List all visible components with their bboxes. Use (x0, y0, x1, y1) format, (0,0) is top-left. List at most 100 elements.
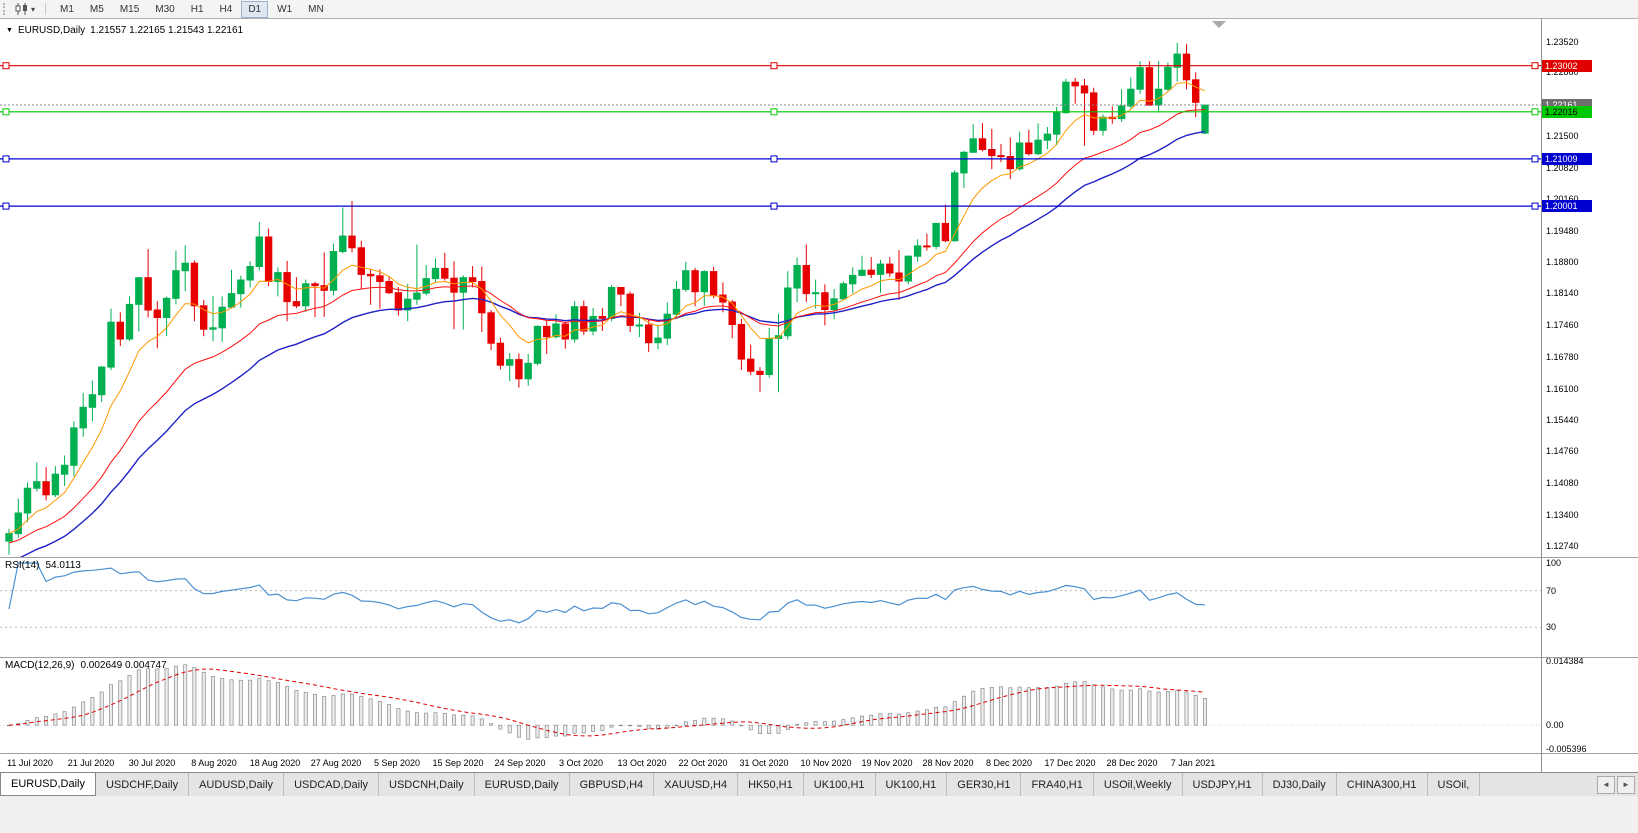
chart-region: ▼ EURUSD,Daily 1.21557 1.22165 1.21543 1… (0, 18, 1638, 774)
candlesticks (5, 42, 1209, 555)
chart-tab[interactable]: CHINA300,H1 (1336, 773, 1428, 796)
timeframe-button-M5[interactable]: M5 (89, 3, 104, 15)
hline-price-badge: 1.21009 (1542, 152, 1592, 165)
macd-panel[interactable]: MACD(12,26,9) 0.002649 0.004747 (0, 657, 1541, 753)
chart-tab[interactable]: FRA40,H1 (1021, 773, 1094, 796)
date-label: 7 Jan 2021 (1170, 758, 1216, 768)
price-tick-label: 1.15440 (1546, 414, 1579, 425)
price-tick-label: 1.13400 (1546, 509, 1579, 520)
horizontal-lines[interactable] (0, 62, 1541, 210)
chart-tab[interactable]: UK100,H1 (803, 773, 876, 796)
chart-tab[interactable]: EURUSD,Daily (0, 773, 96, 796)
toolbar-grip[interactable] (3, 3, 10, 15)
price-chart-panel[interactable]: ▼ EURUSD,Daily 1.21557 1.22165 1.21543 1… (0, 19, 1541, 557)
price-tick-label: 1.17460 (1546, 320, 1579, 330)
chart-tab[interactable]: XAUUSD,H4 (654, 773, 739, 796)
price-tick-label: 1.21500 (1546, 131, 1579, 141)
price-tick-label: 1.22860 (1546, 67, 1579, 78)
price-axis: 1.23520 1.22860 1.21500 1.20820 1.20160 1.194… (1541, 19, 1638, 773)
macd-values: 0.002649 0.004747 (80, 660, 167, 671)
price-tick-label: 1.12740 (1546, 540, 1579, 551)
rsi-label: RSI(14) 54.0113 (5, 560, 81, 571)
date-label: 27 Aug 2020 (310, 758, 362, 768)
price-tick-label: 1.19480 (1546, 225, 1579, 236)
timeframe-button-group: M1 M5 M15 M30 H1 H4 D1 W1 MN (52, 0, 332, 18)
rsi-panel[interactable]: RSI(14) 54.0113 (0, 557, 1541, 657)
date-label: 13 Oct 2020 (617, 758, 667, 768)
bottom-strip (0, 796, 1638, 833)
chart-title: ▼ EURUSD,Daily 1.21557 1.22165 1.21543 1… (6, 25, 243, 36)
hline-price-badge: 1.22016 (1542, 105, 1592, 118)
timeframe-button-M30[interactable]: M30 (155, 3, 175, 15)
rsi-value: 54.0113 (45, 560, 81, 571)
date-label: 28 Dec 2020 (1106, 758, 1158, 768)
date-label: 24 Sep 2020 (494, 758, 546, 768)
macd-signal-line (8, 668, 1206, 737)
timeframe-button-H4[interactable]: H4 (219, 3, 233, 15)
hline-price-badge: 1.23002 (1542, 59, 1592, 72)
chart-tab[interactable]: USDCAD,Daily (284, 773, 380, 796)
timeframe-button-W1[interactable]: W1 (277, 3, 293, 15)
timeframe-button-H1[interactable]: H1 (190, 3, 204, 15)
price-tick-label: 1.18140 (1546, 288, 1579, 299)
date-label: 17 Dec 2020 (1044, 758, 1096, 768)
tabs-scroll-left-button[interactable]: ◄ (1597, 775, 1615, 794)
date-label: 3 Oct 2020 (558, 758, 604, 768)
date-label: 5 Sep 2020 (373, 758, 421, 768)
price-tick-label: 1.20160 (1546, 193, 1579, 204)
chart-tab[interactable]: DJ30,Daily (1262, 773, 1337, 796)
timeframe-button-M15[interactable]: M15 (119, 3, 140, 15)
chart-tabbar: EURUSD,Daily USDCHF,Daily AUDUSD,Daily USDC… (0, 772, 1638, 796)
chart-tab[interactable]: USOil,Weekly (1093, 773, 1183, 796)
date-label: 30 Jul 2020 (128, 758, 176, 768)
macd-tick-label: 0.014384 (1546, 655, 1584, 666)
chart-tab[interactable]: USOil, (1427, 773, 1481, 796)
timeframe-button-MN[interactable]: MN (308, 3, 324, 15)
tabs-scroll-right-button[interactable]: ► (1617, 775, 1635, 794)
price-tick-label: 1.18800 (1546, 257, 1579, 268)
macd-tick-label: 0.00 (1546, 720, 1564, 731)
date-label: 10 Nov 2020 (800, 758, 852, 768)
hline-price-badge: 1.20001 (1542, 200, 1592, 213)
date-label: 31 Oct 2020 (739, 758, 789, 768)
tab-scroll-group: ◄ ► (1594, 773, 1638, 796)
chart-tab[interactable]: UK100,H1 (875, 773, 948, 796)
chart-shift-marker-icon[interactable] (1212, 21, 1226, 28)
chart-tab[interactable]: AUDUSD,Daily (189, 773, 285, 796)
date-axis: 11 Jul 2020 21 Jul 2020 30 Jul 2020 8 Aug 2… (0, 753, 1541, 774)
macd-histogram (7, 664, 1207, 740)
ohlc-values-label: 1.21557 1.22165 1.21543 1.22161 (90, 25, 244, 36)
price-tick-label: 1.23520 (1546, 36, 1579, 47)
chart-tab[interactable]: USDJPY,H1 (1182, 773, 1263, 796)
date-label: 21 Jul 2020 (67, 758, 115, 768)
date-label: 28 Nov 2020 (922, 758, 974, 768)
price-tick-label: 1.20820 (1546, 162, 1579, 173)
chart-tab[interactable]: EURUSD,Daily (474, 773, 570, 796)
chart-tab[interactable]: GER30,H1 (947, 773, 1022, 796)
chart-tab[interactable]: USDCNH,Daily (379, 773, 475, 796)
date-label: 15 Sep 2020 (432, 758, 484, 768)
chart-tab[interactable]: GBPUSD,H4 (569, 773, 655, 796)
rsi-tick-label: 100 (1546, 558, 1562, 568)
toolbar-separator (45, 3, 47, 15)
date-label: 19 Nov 2020 (861, 758, 913, 768)
price-tick-label: 1.16100 (1546, 383, 1579, 394)
moving-averages (8, 81, 1206, 557)
chart-tab[interactable]: USDCHF,Daily (95, 773, 190, 796)
timeframe-button-M1[interactable]: M1 (60, 3, 74, 15)
price-tick-label: 1.14760 (1546, 446, 1579, 457)
dropdown-caret-icon[interactable]: ▾ (31, 4, 36, 14)
collapse-triangle-icon[interactable]: ▼ (6, 27, 13, 34)
timeframes-toolbar: ▾ M1 M5 M15 M30 H1 H4 D1 W1 MN (0, 0, 1638, 19)
rsi-line (8, 562, 1206, 624)
chart-tab[interactable]: HK50,H1 (738, 773, 804, 796)
chart-tabs: EURUSD,Daily USDCHF,Daily AUDUSD,Daily USDC… (0, 773, 1594, 796)
date-label: 8 Dec 2020 (985, 758, 1033, 768)
rsi-tick-label: 30 (1546, 622, 1557, 633)
chart-type-icon[interactable] (13, 2, 31, 16)
date-label: 18 Aug 2020 (249, 758, 301, 768)
date-label: 22 Oct 2020 (678, 758, 728, 768)
date-label: 8 Aug 2020 (191, 758, 237, 768)
timeframe-button-D1[interactable]: D1 (241, 0, 269, 18)
